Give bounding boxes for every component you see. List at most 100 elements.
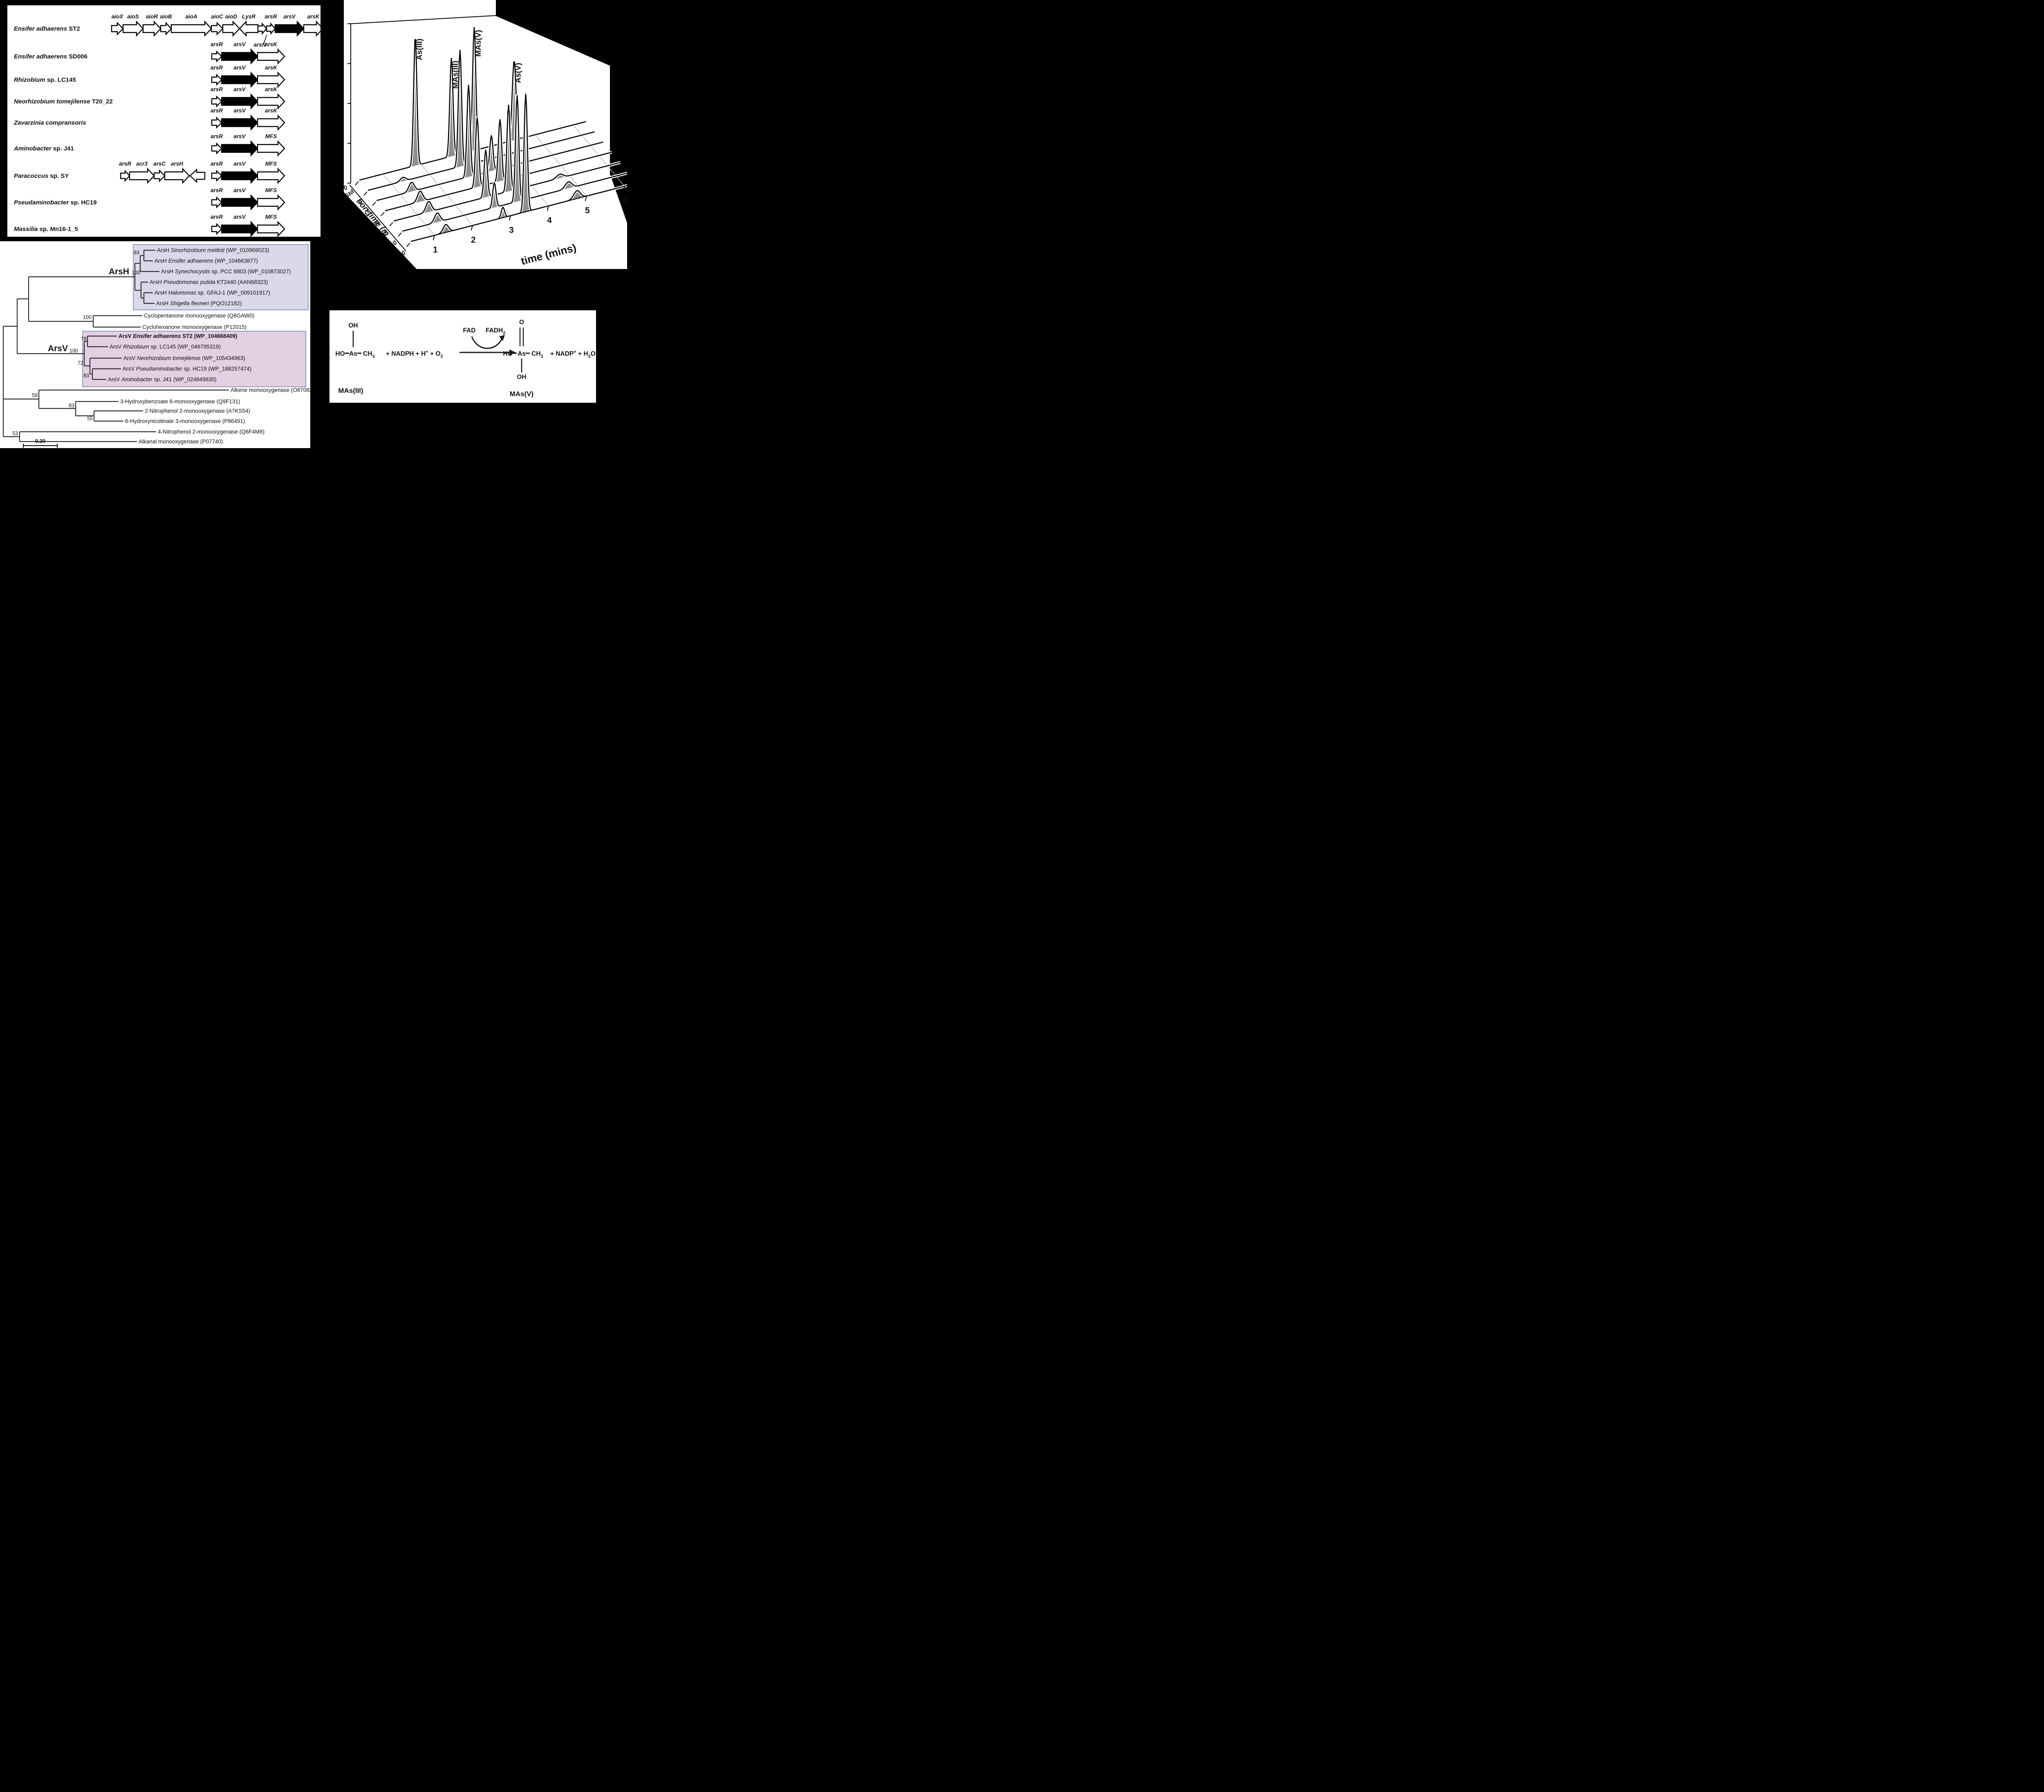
gene-label: arsK	[265, 65, 278, 71]
tree-tip-label: ArsH Ensifer adhaerens (WP_104663877)	[155, 258, 258, 264]
tree-group: ArsH Sinorhizobium meliloti (WP_01096902…	[2, 244, 310, 448]
gene-label: aioB	[160, 13, 172, 20]
x-tick-label: 6	[623, 196, 627, 206]
gene-arrow-aioX	[111, 22, 124, 36]
gene-label: arsR	[211, 41, 223, 47]
tree-tip-label: ArsV Neorhizobium tomejilense (WP_105434…	[123, 355, 245, 361]
gene-arrow-aioB	[160, 21, 172, 36]
gene-arrow-arsK	[257, 48, 285, 65]
trace-Std	[359, 26, 587, 182]
gene-label: arsV	[233, 214, 246, 220]
gene-label: arsR	[211, 161, 223, 167]
gene-label: arsV	[233, 108, 246, 114]
gene-label: arsR	[211, 133, 223, 139]
series-tick	[398, 232, 402, 237]
gene-label: arsR	[211, 86, 223, 92]
gene-label: arsR	[264, 13, 277, 20]
group-ch3: CH3	[531, 350, 543, 359]
bootstrap-value: 100	[69, 348, 78, 354]
gene-label: arsR	[211, 108, 223, 114]
cofactor-fadh2: FADH2	[486, 327, 505, 336]
atom-as: As	[518, 350, 526, 357]
gene-label: arsV	[233, 133, 246, 139]
gene-arrow-aioD	[222, 20, 240, 37]
gene-label: arsV	[283, 13, 296, 20]
trace-line	[368, 49, 595, 191]
gene-row: Pseudaminobacter sp. HC19 arsR arsV MFS	[14, 187, 285, 211]
x-axis-tick	[433, 235, 435, 240]
gene-arrow-arsR	[120, 169, 130, 182]
gene-label: arsR	[119, 161, 131, 167]
trace-15	[376, 83, 604, 202]
tree-tip-label: ArsH Pseudomonas putida KT2440 (AAN68323…	[150, 279, 268, 285]
gene-row: Ensifer adhaerens SD006 arsR arsV arsK	[14, 41, 285, 65]
gene-label: MFS	[265, 187, 277, 193]
bootstrap-value: 53	[12, 431, 18, 436]
gene-arrow-arsV	[221, 220, 258, 237]
trace-0	[367, 49, 596, 192]
species-label: Neorhizobium tomejilense T20_22	[14, 98, 113, 105]
arsv-clade-box	[82, 331, 306, 387]
cofactor-fad: FAD	[463, 327, 476, 334]
tree-tip-label: 2-Nitrophenol 2-monooxygenase (A7KS54)	[145, 408, 250, 414]
gene-row: Aminobacter sp. J41 arsR arsV MFS	[13, 133, 285, 157]
tree-tip-label: Cyclopentanone monooxygenase (Q8GAW0)	[144, 313, 254, 319]
gene-label: arsK	[265, 108, 278, 114]
x-tick-label: 4	[547, 216, 552, 225]
gene-row: Neorhizobium tomejilense T20_22 arsR arsV a…	[14, 86, 285, 110]
cofactor-curve	[471, 336, 503, 349]
gene-label: arsR	[211, 214, 223, 220]
bootstrap-value: 83	[83, 373, 89, 379]
series-tick	[372, 202, 376, 206]
gene-arrow-arsR	[211, 196, 222, 209]
gene-arrow-unlabeled	[189, 168, 206, 183]
atom-ho: HO	[503, 350, 512, 357]
gene-label: MFS	[265, 214, 277, 220]
atom-as: As	[349, 350, 357, 357]
background-band	[610, 65, 627, 223]
gene-label: arsH	[171, 161, 183, 167]
tree-tip-label: ArsV Rhizobium sp. LC145 (WP_046795319)	[110, 344, 221, 350]
chromatogram-panel: 0 Std 0 15 30 45 60 90 1 2 3 4 5 6 tion time (m time (m…	[344, 0, 627, 269]
gene-arrow-arsC	[153, 169, 166, 182]
gene-arrow-arsR	[211, 142, 222, 155]
bootstrap-value: 55	[87, 416, 93, 422]
gene-label: arsR	[211, 65, 223, 71]
x-axis	[411, 185, 627, 242]
gene-label-below: arsN	[253, 42, 266, 48]
species-label: Ensifer adhaerens ST2	[14, 25, 80, 32]
peak-label: As(III)	[415, 38, 424, 60]
atom-oh: OH	[348, 322, 358, 329]
species-label: Ensifer adhaerens SD006	[14, 53, 87, 60]
gene-arrow-arsV	[221, 167, 258, 184]
trace-line	[359, 27, 586, 181]
gene-arrow-LysR	[239, 20, 259, 37]
gene-label: arsV	[233, 161, 246, 167]
x-axis-tick	[547, 206, 549, 211]
gene-cluster-svg: Ensifer adhaerens ST2 aioX aioS aioR aioB aio…	[13, 13, 320, 237]
bootstrap-value: 72	[78, 360, 83, 366]
gene-arrow-MFS	[257, 167, 285, 184]
phylogenetic-tree-panel: ArsH Sinorhizobium meliloti (WP_01096902…	[0, 241, 310, 448]
gene-cluster-panel: Ensifer adhaerens ST2 aioX aioS aioR aioB aio…	[6, 4, 322, 238]
species-label: Pseudaminobacter sp. HC19	[14, 199, 97, 206]
series-axis	[349, 184, 406, 251]
gene-row: Paracoccus sp. SY arsR acr3 arsC arsH arsR ars…	[14, 161, 285, 184]
gene-arrow-arsV	[221, 48, 258, 65]
background-triangle	[344, 192, 417, 269]
phylogenetic-tree-svg: ArsH Sinorhizobium meliloti (WP_01096902…	[2, 244, 310, 448]
gene-label: arsV	[233, 41, 246, 47]
gene-arrow-arsV	[221, 140, 258, 157]
atom-oh: OH	[517, 374, 526, 381]
equation-left: + NADPH + H+ + O2	[386, 350, 443, 359]
gene-arrow-arsV	[221, 71, 258, 88]
gene-label: arsR	[211, 187, 223, 193]
series-tick	[406, 242, 410, 247]
trace-line	[393, 104, 621, 222]
gene-label: MFS	[265, 161, 277, 167]
gene-arrow-arsR	[211, 74, 222, 86]
bootstrap-value: 59	[32, 392, 38, 398]
trace-line	[385, 117, 612, 211]
